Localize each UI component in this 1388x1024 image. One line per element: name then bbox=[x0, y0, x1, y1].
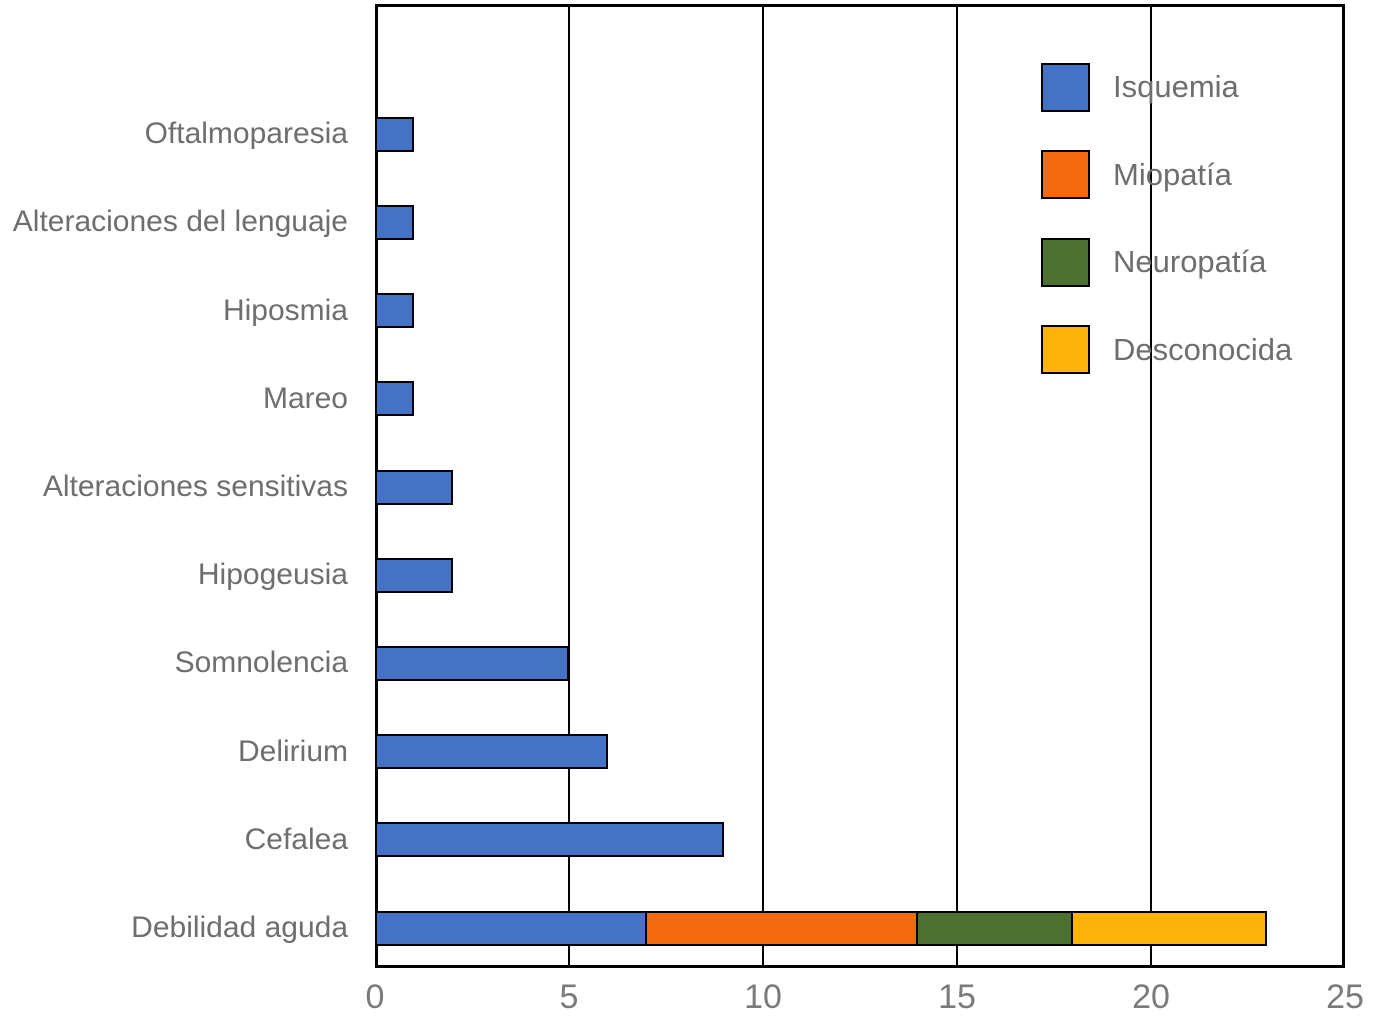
category-label-hiposmia: Hiposmia bbox=[222, 293, 348, 327]
category-label-debilidad-aguda: Debilidad aguda bbox=[131, 911, 348, 944]
bar-segment-isquemia-cefalea bbox=[375, 822, 725, 858]
bar-segment-miopatía-debilidad-aguda bbox=[644, 910, 919, 946]
x-tick-label-15: 15 bbox=[938, 978, 976, 1016]
category-label-oftalmoparesia: Oftalmoparesia bbox=[144, 117, 348, 151]
legend-swatch-desconocida bbox=[1041, 325, 1090, 375]
category-label-alteraciones-del-lenguaje: Alteraciones del lenguaje bbox=[12, 205, 348, 239]
legend-entry-desconocida: Desconocida bbox=[1041, 323, 1292, 376]
bar-segment-isquemia-somnolencia bbox=[375, 645, 569, 681]
bar-segment-isquemia-hipogeusia bbox=[375, 557, 453, 593]
legend-entry-neuropatía: Neuropatía bbox=[1041, 236, 1266, 289]
bar-segment-desconocida-debilidad-aguda bbox=[1071, 910, 1268, 946]
bar-segment-isquemia-mareo bbox=[375, 381, 414, 417]
x-tick-label-20: 20 bbox=[1132, 978, 1170, 1016]
bar-segment-isquemia-hiposmia bbox=[375, 293, 414, 329]
category-label-somnolencia: Somnolencia bbox=[174, 646, 348, 680]
x-tick-label-0: 0 bbox=[365, 978, 385, 1016]
legend-swatch-miopatía bbox=[1041, 150, 1090, 200]
bar-segment-isquemia-delirium bbox=[375, 734, 608, 770]
bar-segment-isquemia-debilidad-aguda bbox=[375, 910, 647, 946]
legend-swatch-neuropatía bbox=[1041, 237, 1090, 287]
bar-segment-isquemia-alteraciones-del-lenguaje bbox=[375, 204, 414, 240]
gridline-x-10 bbox=[762, 7, 764, 965]
legend-swatch-isquemia bbox=[1041, 62, 1090, 112]
legend-label-miopatía: Miopatía bbox=[1113, 156, 1232, 192]
category-label-delirium: Delirium bbox=[237, 734, 348, 768]
category-label-cefalea: Cefalea bbox=[244, 822, 348, 856]
legend-label-neuropatía: Neuropatía bbox=[1113, 244, 1267, 280]
gridline-x-20 bbox=[1150, 7, 1152, 965]
category-label-hipogeusia: Hipogeusia bbox=[197, 558, 348, 592]
legend-label-isquemia: Isquemia bbox=[1113, 69, 1239, 104]
legend-entry-isquemia: Isquemia bbox=[1041, 61, 1239, 114]
x-tick-label-5: 5 bbox=[559, 978, 579, 1016]
gridline-x-5 bbox=[568, 7, 570, 965]
category-label-mareo: Mareo bbox=[262, 381, 348, 415]
bar-segment-neuropatía-debilidad-aguda bbox=[916, 910, 1074, 946]
plot-area bbox=[375, 4, 1345, 968]
gridline-x-15 bbox=[956, 7, 958, 965]
x-tick-label-10: 10 bbox=[744, 978, 782, 1016]
legend-label-desconocida: Desconocida bbox=[1113, 331, 1293, 367]
x-tick-label-25: 25 bbox=[1326, 978, 1364, 1016]
bar-segment-isquemia-oftalmoparesia bbox=[375, 116, 414, 152]
category-label-alteraciones-sensitivas: Alteraciones sensitivas bbox=[42, 470, 348, 503]
bar-segment-isquemia-alteraciones-sensitivas bbox=[375, 469, 453, 505]
legend-entry-miopatía: Miopatía bbox=[1041, 148, 1232, 201]
